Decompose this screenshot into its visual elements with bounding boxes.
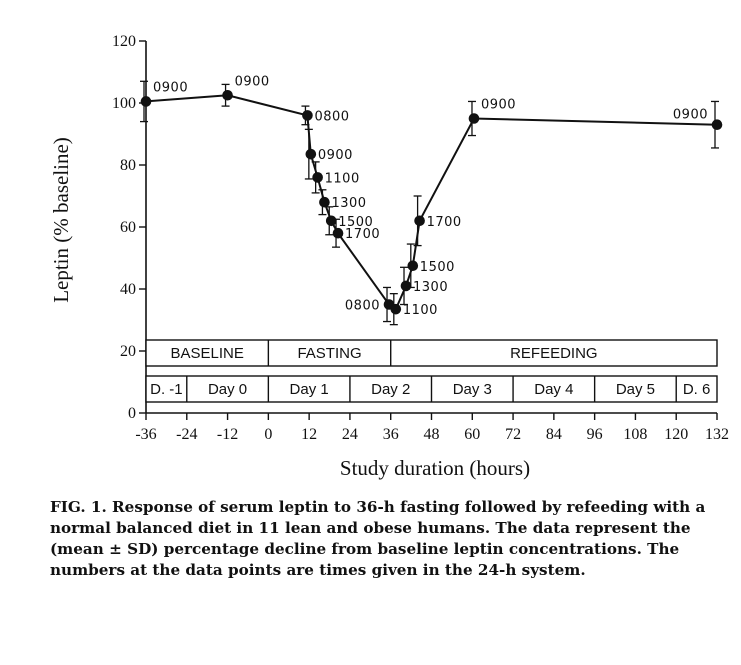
x-tick-label: -36 [135,426,156,443]
x-tick-label: 0 [264,426,272,443]
phase-label: REFEEDING [510,345,598,362]
data-label: 1700 [345,227,380,242]
day-label: Day 5 [616,381,655,398]
phase-frame [145,339,718,367]
data-point [332,227,344,239]
data-point [414,215,425,227]
x-tick-label: 48 [424,426,440,443]
x-tick-label: 96 [587,426,603,443]
data-point [390,303,402,315]
data-label: 0900 [153,80,188,95]
y-tick-label: 40 [120,281,136,298]
data-label: 1700 [427,215,462,230]
data-point [325,215,337,227]
y-tick-label: 0 [128,405,136,422]
x-tick-label: 60 [464,426,480,443]
data-label: 1100 [325,171,360,186]
x-tick-label: 36 [383,426,399,443]
phase-label: FASTING [297,345,361,362]
x-tick-label: 108 [623,426,647,443]
figure-caption: FIG. 1. Response of serum leptin to 36-h… [50,498,706,579]
day-label: Day 4 [534,381,573,398]
y-tick-label: 80 [120,157,136,174]
x-tick-label: 12 [301,426,317,443]
day-label: Day 2 [371,381,410,398]
data-label: 0900 [673,108,708,123]
data-label: 0800 [345,299,380,314]
y-tick-label: 100 [112,95,136,112]
data-point [140,96,152,107]
x-tick-label: 132 [705,426,729,443]
x-tick-label: -24 [176,426,197,443]
y-axis-title: Leptin (% baseline) [49,137,73,303]
data-point [305,148,317,160]
data-point [302,110,313,121]
data-label: 0900 [235,74,270,89]
y-tick-label: 120 [112,33,136,50]
x-tick-label: 84 [546,426,562,443]
x-axis-title: Study duration (hours) [340,456,530,480]
phase-label: BASELINE [170,345,243,362]
data-label: 0800 [314,109,349,124]
data-label: 1500 [420,260,455,275]
data-point [312,172,323,183]
data-point [468,113,480,124]
data-point [711,119,723,130]
data-point [400,280,412,292]
data-point [407,260,419,272]
data-label: 0900 [318,148,353,163]
data-label: 1300 [413,280,448,295]
day-label: D. -1 [150,381,183,398]
y-tick-label: 20 [120,343,136,360]
day-label: Day 0 [208,381,247,398]
x-tick-label: 24 [342,426,358,443]
day-label: D. 6 [683,381,711,398]
timeline-bands: BASELINE FASTING REFEEDING D. -1 Day 0 Day 1 D… [145,339,718,403]
data-label: 0900 [481,98,516,113]
data-label: 1300 [331,196,366,211]
data-label: 1100 [403,303,438,318]
y-tick-label: 60 [120,219,136,236]
x-tick-label: 120 [664,426,688,443]
x-tick-label: 72 [505,426,521,443]
data-label: 1500 [338,215,373,230]
day-label: Day 1 [290,381,329,398]
chart-axes: 0 20 40 60 80 100 120 -36 -24 -12 0 12 24 36 48 60 72 84 9… [112,33,729,443]
data-point [222,89,233,101]
day-label: Day 3 [453,381,492,398]
data-point [319,196,330,208]
series-line [145,94,718,311]
x-tick-label: -12 [217,426,238,443]
